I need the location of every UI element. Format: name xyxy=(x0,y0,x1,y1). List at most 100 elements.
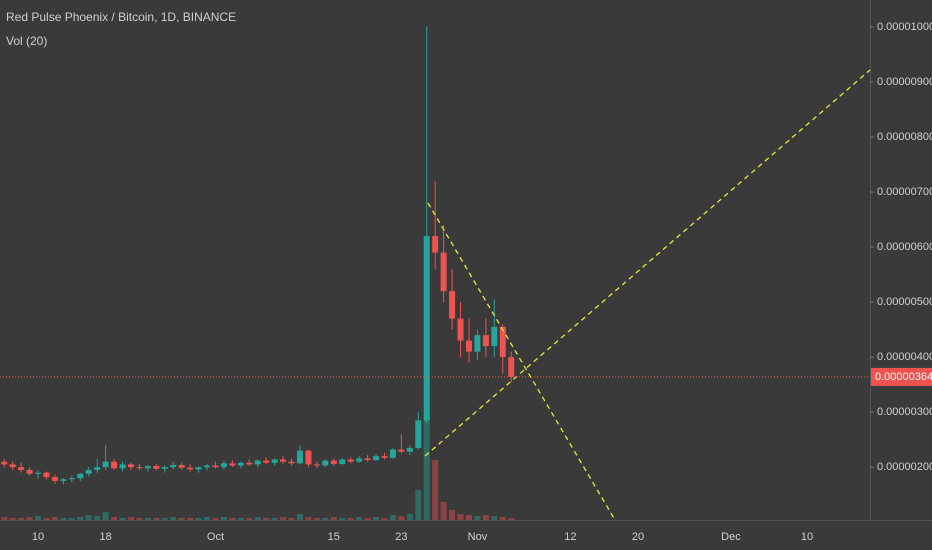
candle-body xyxy=(364,458,371,461)
candle-body xyxy=(136,467,143,469)
volume-bar xyxy=(339,518,346,520)
volume-bar xyxy=(389,515,396,520)
last-price-box xyxy=(871,367,932,386)
volume-bar xyxy=(144,518,151,520)
candle-body xyxy=(51,477,58,481)
volume-bar xyxy=(187,518,194,520)
volume-bar xyxy=(406,514,413,520)
volume-bar xyxy=(1,517,8,520)
volume-bar xyxy=(195,518,202,520)
volume-bar xyxy=(440,502,447,520)
candle-body xyxy=(322,460,329,466)
y-tick-label: 0.00000700 xyxy=(877,186,932,198)
volume-bar xyxy=(43,518,50,520)
volume-bar xyxy=(68,518,75,520)
volume-bar xyxy=(77,517,84,520)
candle-body xyxy=(153,466,160,469)
y-tick-label: 0.00000500 xyxy=(877,296,932,308)
candle-body xyxy=(237,462,244,466)
y-tick-label: 0.00000400 xyxy=(877,351,932,363)
volume-bar xyxy=(449,510,456,520)
volume-bar xyxy=(271,518,278,520)
volume-bar xyxy=(415,490,422,520)
volume-bar xyxy=(229,518,236,520)
x-tick-label: 15 xyxy=(328,531,340,543)
candle-body xyxy=(440,252,447,292)
volume-bar xyxy=(381,518,388,520)
candle-body xyxy=(465,340,472,352)
volume-bar xyxy=(330,517,337,520)
volume-bar xyxy=(347,518,354,520)
volume-bar xyxy=(111,517,118,520)
volume-bar xyxy=(280,517,287,520)
candle-body xyxy=(449,291,456,319)
candle-body xyxy=(457,318,464,341)
candle-body xyxy=(330,460,337,464)
candle-body xyxy=(305,450,312,465)
x-tick-label: Oct xyxy=(207,531,224,543)
candle-body xyxy=(204,465,211,468)
x-tick-label: 23 xyxy=(395,531,407,543)
candle-body xyxy=(288,461,295,464)
x-tick-label: 10 xyxy=(32,531,44,543)
candle-body xyxy=(212,465,219,468)
candle-body xyxy=(127,464,134,468)
candle-body xyxy=(347,459,354,462)
volume-bar xyxy=(499,517,506,520)
candle-body xyxy=(254,460,261,465)
candle-body xyxy=(18,467,25,470)
volume-bar xyxy=(322,518,329,520)
candle-body xyxy=(482,335,489,347)
candle-body xyxy=(263,460,270,463)
volume-bar xyxy=(127,517,134,520)
candle-body xyxy=(26,469,33,474)
volume-bar xyxy=(313,518,320,520)
volume-bar xyxy=(102,512,109,520)
volume-bar xyxy=(170,517,177,520)
volume-bar xyxy=(263,518,270,520)
volume-bar xyxy=(474,516,481,520)
candle-body xyxy=(398,449,405,452)
candle-body xyxy=(381,456,388,458)
volume-bar xyxy=(51,517,58,520)
volume-bar xyxy=(288,518,295,520)
y-tick-label: 0.00000800 xyxy=(877,131,932,143)
volume-bar xyxy=(482,515,489,520)
candle-body xyxy=(68,478,75,480)
candle-body xyxy=(423,236,430,421)
candle-body xyxy=(220,463,227,468)
volume-bar xyxy=(398,516,405,520)
volume-bar xyxy=(254,517,261,520)
volume-bar xyxy=(26,517,33,520)
candle-body xyxy=(415,420,422,448)
volume-bar xyxy=(364,518,371,520)
candle-body xyxy=(35,472,42,474)
trend-line xyxy=(427,202,616,521)
x-tick-label: 10 xyxy=(801,531,813,543)
volume-bar xyxy=(373,517,380,520)
volume-bar xyxy=(119,518,126,520)
candle-body xyxy=(296,450,303,464)
volume-bar xyxy=(491,516,498,520)
candle-body xyxy=(491,326,498,347)
volume-bar xyxy=(212,518,219,520)
candle-body xyxy=(102,461,109,468)
candle-body xyxy=(432,236,439,253)
x-tick-label: Nov xyxy=(468,531,488,543)
candle-body xyxy=(474,335,481,352)
volume-bar xyxy=(296,514,303,520)
volume-bar xyxy=(356,517,363,520)
volume-bar xyxy=(153,518,160,520)
volume-bar xyxy=(60,518,67,520)
indicator-label: Vol (20) xyxy=(6,34,47,48)
candle-body xyxy=(406,447,413,452)
candle-body xyxy=(313,464,320,466)
volume-bar xyxy=(457,514,464,520)
volume-bar xyxy=(161,518,168,520)
volume-bar xyxy=(246,518,253,520)
candle-body xyxy=(499,326,506,358)
candle-body xyxy=(119,464,126,469)
y-tick-label: 0.00000600 xyxy=(877,241,932,253)
